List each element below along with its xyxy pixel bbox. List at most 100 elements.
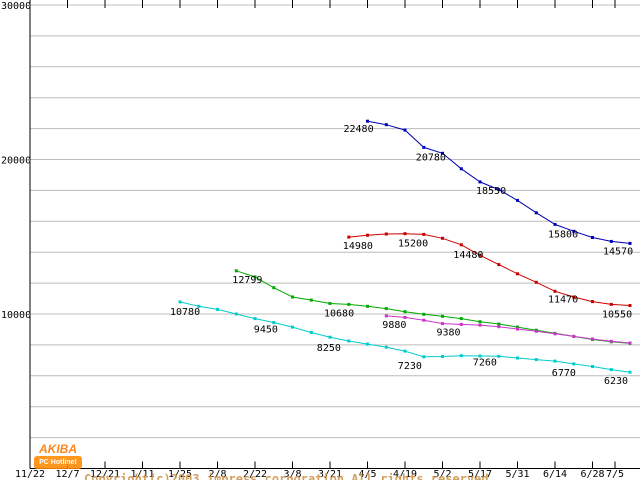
data-point — [178, 300, 182, 304]
data-point — [553, 332, 557, 336]
x-axis-label: 7/5 — [606, 469, 624, 480]
value-label: 20780 — [416, 152, 446, 163]
data-point — [478, 180, 482, 184]
data-point — [572, 334, 576, 338]
data-point — [384, 345, 388, 349]
value-label: 11470 — [548, 294, 578, 305]
value-label: 9880 — [382, 320, 406, 331]
data-point — [478, 323, 482, 327]
gridlines — [30, 4, 640, 439]
x-axis-label: 6/28 — [580, 469, 604, 480]
series-line-magenta — [386, 315, 631, 344]
value-label: 7230 — [398, 361, 422, 372]
data-point — [234, 269, 238, 273]
data-point — [403, 315, 407, 319]
x-axis-label: 12/21 — [90, 469, 120, 480]
data-point — [328, 302, 332, 305]
data-point — [534, 358, 538, 362]
value-label: 14980 — [343, 241, 373, 252]
data-point — [441, 355, 444, 358]
data-point — [534, 280, 538, 284]
data-point — [422, 355, 426, 359]
data-point — [516, 327, 519, 331]
value-label: 15200 — [398, 239, 428, 250]
x-axis-label: 4/5 — [358, 469, 376, 480]
x-axis-label: 2/8 — [208, 469, 226, 480]
data-point — [272, 286, 276, 290]
data-point — [497, 188, 501, 192]
data-point — [403, 128, 407, 132]
data-point — [591, 236, 594, 239]
data-point — [403, 349, 407, 353]
data-point — [441, 236, 444, 240]
data-point — [459, 322, 463, 326]
y-axis-label: 10000 — [1, 310, 31, 321]
data-point — [347, 235, 351, 239]
value-label: 7260 — [473, 357, 497, 368]
value-label: 22480 — [344, 124, 374, 135]
data-point — [309, 298, 313, 302]
value-label: 6770 — [552, 368, 576, 379]
value-label: 10680 — [324, 309, 354, 320]
data-point — [441, 322, 444, 326]
x-axis-label: 3/8 — [283, 469, 301, 480]
data-point — [366, 304, 369, 308]
x-axis-label: 11/22 — [15, 469, 45, 480]
value-label: 9450 — [254, 325, 278, 336]
data-point — [478, 253, 482, 257]
data-point — [478, 354, 482, 358]
y-axis-labels: 30000 20000 10000 — [1, 1, 31, 321]
data-point — [609, 339, 613, 343]
data-point — [609, 368, 613, 372]
data-point — [347, 302, 351, 306]
x-axis-label: 12/7 — [55, 469, 79, 480]
x-axis-label: 5/31 — [505, 469, 529, 480]
value-label: 10780 — [170, 307, 200, 318]
data-point — [572, 362, 576, 366]
data-point — [422, 318, 426, 322]
x-axis-label: 5/17 — [468, 469, 492, 480]
data-point — [347, 339, 351, 343]
data-point — [534, 211, 538, 215]
data-point — [516, 198, 519, 202]
data-point — [309, 331, 313, 334]
series-cyan: 10780 9450 8250 7230 7260 6770 6230 — [170, 300, 632, 387]
data-point — [572, 229, 576, 233]
x-axis-label: 3/21 — [318, 469, 342, 480]
data-point — [609, 239, 613, 243]
data-point — [422, 312, 426, 316]
data-point — [591, 365, 594, 368]
data-point — [628, 304, 632, 307]
data-point — [366, 233, 369, 237]
data-point — [609, 302, 613, 306]
data-point — [553, 222, 557, 226]
data-point — [591, 300, 594, 304]
data-point — [328, 335, 332, 339]
data-point — [403, 310, 407, 314]
data-point — [234, 312, 238, 316]
series-red: 14980 15200 14480 11470 10550 — [343, 232, 632, 321]
series-magenta: 9880 9380 — [382, 314, 632, 345]
data-point — [553, 289, 557, 293]
data-point — [422, 232, 426, 236]
x-axis-label: 1/25 — [168, 469, 192, 480]
value-label: 14480 — [453, 250, 483, 261]
x-axis-label: 6/14 — [543, 469, 567, 480]
series-line-green — [236, 270, 631, 344]
x-axis-label: 2/22 — [243, 469, 267, 480]
data-point — [403, 232, 407, 236]
series-blue: 22480 20780 18550 15800 14570 — [344, 119, 633, 257]
data-point — [628, 341, 632, 345]
data-point — [591, 337, 594, 341]
data-point — [497, 354, 501, 358]
data-point — [497, 263, 501, 267]
series-line-blue — [367, 120, 631, 244]
x-axis-label: 4/19 — [393, 469, 417, 480]
data-point — [422, 145, 426, 149]
y-axis-label: 30000 — [1, 1, 31, 12]
value-label: 14570 — [603, 246, 633, 257]
data-point — [253, 275, 257, 279]
data-point — [197, 304, 201, 308]
